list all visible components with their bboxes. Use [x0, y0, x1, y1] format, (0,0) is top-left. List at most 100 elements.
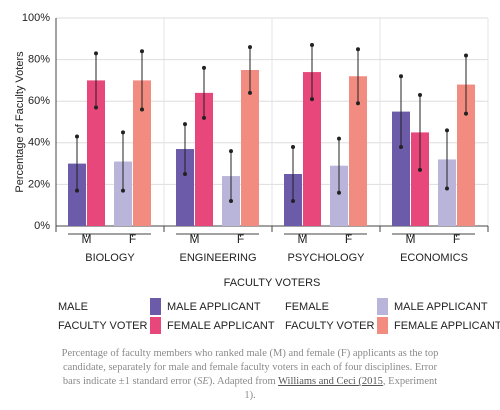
error-bar [356, 47, 360, 106]
error-bar-part [356, 47, 360, 52]
error-bar-part [337, 190, 341, 195]
bar [457, 84, 475, 226]
caption-text: SE [197, 376, 209, 387]
y-tick-label: 0% [34, 220, 50, 232]
y-tick-label: 20% [28, 178, 50, 190]
error-bar-part [291, 199, 295, 204]
bar [411, 132, 429, 226]
error-bar-part [399, 144, 403, 149]
error-bar-part [94, 105, 98, 110]
error-bar [183, 122, 187, 176]
y-tick-label: 60% [28, 95, 50, 107]
legend-swatch [377, 317, 388, 334]
error-bar-part [337, 136, 341, 141]
bar [195, 92, 213, 226]
bar [241, 70, 259, 226]
error-bar-part [202, 65, 206, 70]
bar [87, 80, 105, 227]
error-bar-part [140, 107, 144, 112]
error-bar-part [75, 188, 79, 193]
chart: Percentage of Faculty Voters FACULTY VOT… [14, 12, 500, 334]
legend-swatch [377, 298, 388, 315]
error-bar-part [94, 51, 98, 56]
y-tick-label: 80% [28, 54, 50, 66]
error-bar [445, 128, 449, 191]
error-bar [75, 134, 79, 193]
voter-label: M [298, 232, 308, 246]
caption: Percentage of faculty members who ranked… [60, 347, 440, 403]
error-bar [121, 130, 125, 193]
legend-voter: FACULTY VOTER [58, 320, 148, 332]
error-bar-part [140, 49, 144, 54]
voter-label: M [82, 232, 92, 246]
voter-label: F [237, 232, 244, 246]
legend-swatch [150, 317, 161, 334]
bar [438, 159, 456, 226]
error-bar [140, 49, 144, 112]
error-bar-part [75, 134, 79, 139]
legend-voter: MALE [58, 301, 88, 313]
x-tick-label: PSYCHOLOGY [287, 252, 365, 264]
error-bar-part [121, 130, 125, 135]
legend-label: FEMALE APPLICANT [394, 320, 500, 332]
bar [133, 80, 151, 227]
legend-swatch [150, 298, 161, 315]
error-bar-part [445, 128, 449, 133]
bar [114, 161, 132, 226]
voter-label: F [345, 232, 352, 246]
error-bar-part [229, 199, 233, 204]
error-bar-part [445, 186, 449, 191]
error-bar-part [183, 122, 187, 127]
x-axis-label: FACULTY VOTERS [224, 277, 321, 289]
y-axis-label: Percentage of Faculty Voters [14, 51, 26, 193]
error-bar-part [121, 188, 125, 193]
error-bar-part [310, 43, 314, 48]
error-bar [229, 149, 233, 204]
x-tick-label: ENGINEERING [179, 252, 256, 264]
bar [176, 149, 194, 226]
error-bar-part [229, 149, 233, 154]
legend-voter: FEMALE [285, 301, 329, 313]
error-bar [248, 45, 252, 95]
error-bar [94, 51, 98, 110]
error-bar [418, 92, 422, 172]
legend-label: MALE APPLICANT [167, 301, 261, 313]
legend-label: FEMALE APPLICANT [167, 320, 275, 332]
legend-label: MALE APPLICANT [394, 301, 488, 313]
error-bar-part [291, 144, 295, 149]
bar [303, 72, 321, 226]
error-bar [337, 136, 341, 195]
y-tick-label: 40% [28, 137, 50, 149]
error-bar-part [418, 92, 422, 97]
error-bar-part [202, 115, 206, 120]
x-tick-label: ECONOMICS [400, 252, 468, 264]
error-bar-part [183, 172, 187, 176]
error-bar-part [248, 45, 252, 50]
error-bar-part [399, 74, 403, 79]
bar [392, 111, 410, 226]
legend-voter: FACULTY VOTER [285, 320, 375, 332]
caption-text: ). Adapted from [208, 376, 279, 387]
error-bar [291, 144, 295, 204]
error-bar [464, 53, 468, 116]
voter-label: M [190, 232, 200, 246]
error-bar-part [310, 97, 314, 102]
error-bar-part [464, 53, 468, 58]
error-bar-part [248, 90, 252, 95]
citation-link[interactable]: Williams and Ceci (2015 [278, 376, 383, 387]
voter-label: F [129, 232, 136, 246]
y-tick-label: 100% [22, 12, 50, 24]
caption-text: , Experiment 1). [244, 376, 438, 401]
error-bar-part [418, 167, 422, 172]
error-bar-part [464, 111, 468, 116]
caption-text: Percentage of faculty members who ranked… [61, 348, 439, 387]
error-bar [310, 43, 314, 102]
error-bar [399, 74, 403, 149]
voter-label: F [453, 232, 460, 246]
error-bar [202, 65, 206, 120]
bar [68, 163, 86, 226]
x-tick-label: BIOLOGY [85, 252, 135, 264]
bar [330, 165, 348, 226]
voter-label: M [406, 232, 416, 246]
